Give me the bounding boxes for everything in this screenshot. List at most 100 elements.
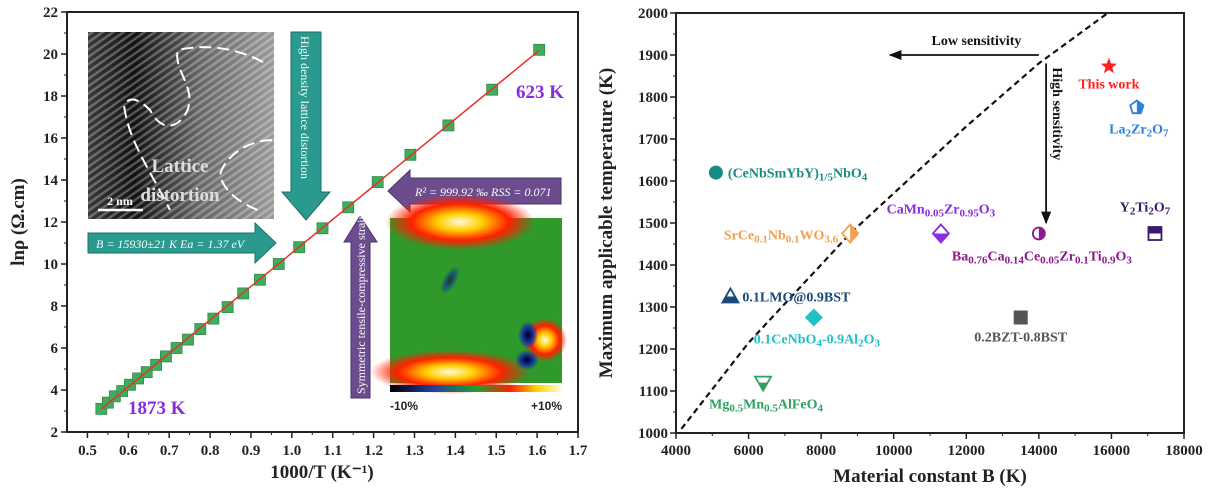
arrhenius-plot: Lattice distortion 2 nm High density lat… [8,5,588,483]
point-label: Y2Ti2O7 [1120,201,1171,218]
y-axis-label: lnρ (Ω.cm) [8,178,29,266]
tem-image-inset: Lattice distortion 2 nm [88,32,274,219]
strain-arrow-label: Symmetric tensile-compressive strains [354,208,368,394]
x-tick-label: 0.7 [160,443,179,459]
tem-label-line1: Lattice [152,156,209,177]
marker-square-half-fill [1148,227,1162,234]
point-label: (CeNbSmYbY)1/5NbO4 [728,167,868,184]
data-point: CaMn0.05Zr0.95O3 [887,203,996,244]
x-tick-label: 16000 [1093,443,1131,459]
y-tick-label: 1800 [638,90,668,106]
data-point [182,333,194,346]
marker-pentagon-half-fill [1136,100,1144,114]
x-tick-label: 1.2 [364,443,383,459]
y-tick-label: 10 [43,257,58,273]
data-point: SrCe0.1Nb0.1WO3.6 [724,223,860,246]
point-label: 0.1LMO@0.9BST [742,291,851,306]
y-tick-label: 14 [43,173,59,189]
x-tick-label: 1.3 [405,443,424,459]
x-tick-label: 14000 [1020,443,1058,459]
y-tick-label: 1700 [638,132,668,148]
marker-diamond-half-fill [850,224,859,243]
distortion-arrow-label: High density lattice distortion [298,36,312,179]
left-marks [95,43,546,415]
data-point [221,301,234,313]
data-point: 0.1LMO@0.9BST [720,286,851,306]
distortion-arrow: High density lattice distortion [280,31,332,221]
point-label: 0.2BZT-0.8BST [974,331,1068,346]
x-tick-label: 10000 [875,443,913,459]
x-tick-label: 0.8 [201,443,220,459]
fit-line [100,49,540,410]
x-tick-label: 8000 [806,443,836,459]
data-point [533,43,546,56]
data-point [404,148,417,161]
y-tick-label: 1000 [638,426,668,442]
x-tick-label: 4000 [661,443,691,459]
point-label: 0.1CeNbO4-0.9Al2O3 [754,333,881,350]
y-tick-label: 1200 [638,342,668,358]
x-tick-label: 1.4 [446,443,465,459]
marker-diamond [804,308,823,327]
point-label: La2Zr2O7 [1109,123,1169,140]
b-vs-temperature-plot: 4000 6000 8000 10000 12000 14000 16000 18000 100… [596,6,1203,487]
point-label: Mg0.5Mn0.5AlFeO4 [709,398,823,415]
y-axis-label: Maximum applicable temperature (K) [596,68,617,378]
x-tick-label: 0.6 [119,443,138,459]
high-sensitivity-label: High sensitivity [1049,67,1064,160]
data-point: Y2Ti2O7 [1120,201,1171,241]
x-tick-label: 0.5 [78,443,97,459]
x-tick-label: 1.7 [569,443,588,459]
high-temp-label: 1873 K [128,398,186,419]
data-point [194,323,207,336]
data-point: 0.1CeNbO4-0.9Al2O3 [754,308,881,350]
y-tick-label: 1500 [638,216,668,232]
data-point: Ba0.76Ca0.14Ce0.05Zr0.1Ti0.9O3 [952,226,1132,267]
right-axes: 4000 6000 8000 10000 12000 14000 16000 18000 100… [638,6,1203,459]
x-tick-label: 1.6 [528,443,547,459]
data-point: Mg0.5Mn0.5AlFeO4 [709,375,824,415]
marker-square [1013,310,1028,325]
y-tick-label: 18 [43,89,58,105]
x-tick-label: 1.5 [487,443,506,459]
y-tick-label: 6 [51,341,59,357]
point-label: CaMn0.05Zr0.95O3 [887,203,996,220]
scale-bar-label: 2 nm [107,194,133,208]
y-tick-label: 1300 [638,300,668,316]
marker-star [1100,57,1117,74]
x-tick-label: 18000 [1165,443,1203,459]
marker-triangle-down-half-fill [758,382,768,391]
x-axis-label: 1000/T (K⁻¹) [270,462,374,483]
left-axes: 0.5 0.6 0.7 0.8 0.9 1.0 1.1 1.2 1.3 1.4 1.5 1.6 1.7 2… [43,5,588,459]
x-tick-label: 12000 [948,443,986,459]
point-label: Ba0.76Ca0.14Ce0.05Zr0.1Ti0.9O3 [952,250,1132,267]
plot-frame [675,12,1185,434]
low-temp-label: 623 K [516,82,564,103]
y-tick-label: 2000 [638,6,668,22]
colorbar [390,385,562,392]
marker-triangle-half-fill [722,296,739,303]
x-tick-label: 1.0 [282,443,301,459]
strain-map-inset: -10% +10% [370,194,567,413]
y-tick-label: 22 [43,5,58,21]
y-tick-label: 20 [43,47,58,63]
y-tick-label: 1400 [638,258,668,274]
low-sensitivity-label: Low sensitivity [932,34,1022,49]
marker-circle [708,165,723,180]
point-label: This work [1078,77,1139,92]
x-axis-label: Material constant B (K) [833,466,1027,487]
colorbar-min: -10% [390,399,418,413]
x-tick-label: 6000 [734,443,764,459]
right-marks: Low sensitivity High sensitivity This work… [680,12,1171,430]
y-tick-label: 2 [51,425,59,441]
y-tick-label: 1600 [638,174,668,190]
strain-arrow: Symmetric tensile-compressive strains [343,208,378,399]
y-tick-label: 1900 [638,48,668,64]
fit-params-arrow: B = 15930±21 K Ea = 1.37 eV [87,221,277,265]
x-tick-label: 0.9 [242,443,261,459]
data-point: This work [1078,57,1140,92]
x-tick-label: 1.1 [323,443,342,459]
fit-params-label: B = 15930±21 K Ea = 1.37 eV [96,237,246,251]
marker-diamond-half-fill [932,233,949,243]
